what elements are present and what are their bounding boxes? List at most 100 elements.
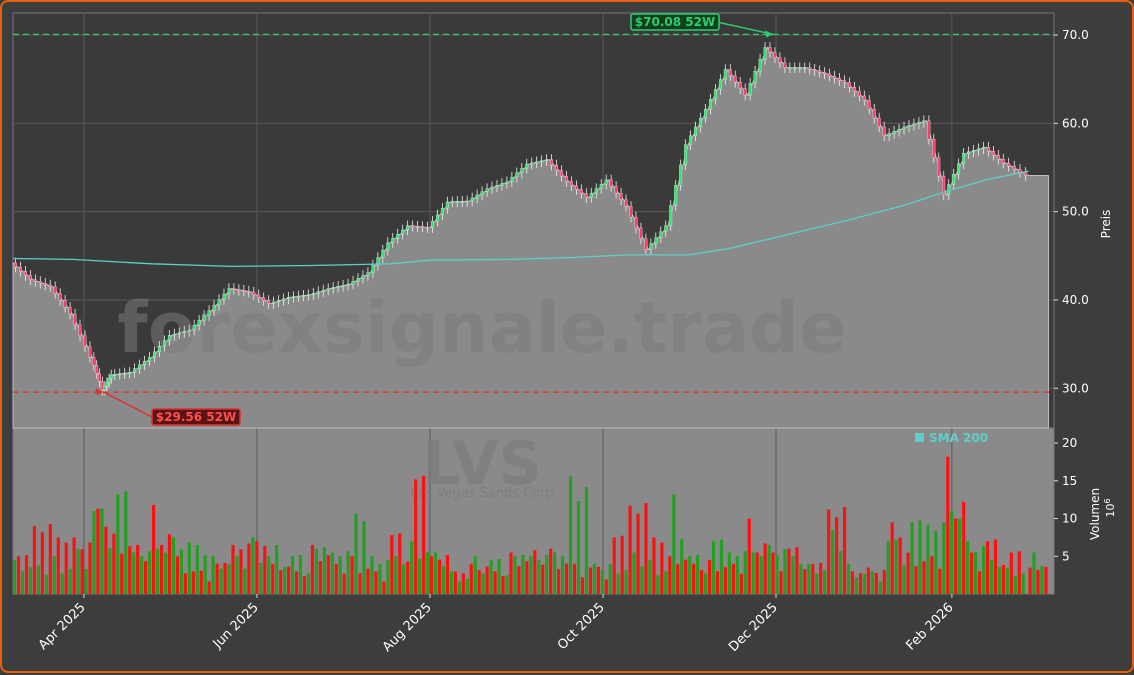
candle-up <box>594 188 598 194</box>
price-tick-label: 50.0 <box>1062 205 1089 219</box>
candle-up <box>381 249 385 258</box>
volume-bar-down <box>771 552 775 594</box>
volume-bar-down <box>263 545 267 594</box>
candle-down <box>33 279 37 282</box>
volume-bar-up <box>815 573 819 594</box>
volume-bar-down <box>437 559 442 594</box>
volume-bar-up <box>775 555 779 594</box>
candle-down <box>857 91 861 97</box>
candle-down <box>644 238 648 250</box>
candle-up <box>505 181 509 184</box>
candle-down <box>584 193 588 198</box>
volume-tick-label: 15 <box>1062 474 1077 488</box>
volume-bar-up <box>688 556 692 594</box>
volume-bar-down <box>493 571 497 594</box>
volume-bar-up <box>648 560 652 594</box>
volume-bar-down <box>739 573 743 594</box>
candle-up <box>664 225 668 232</box>
candle-up <box>902 126 906 130</box>
volume-bar-down <box>88 542 92 594</box>
volume-bar-down <box>1044 566 1048 594</box>
volume-bar-up <box>989 560 994 594</box>
low-annotation-arrow <box>103 391 153 418</box>
volume-bar-up <box>910 522 914 594</box>
volume-bar-down <box>954 518 958 594</box>
candle-down <box>991 151 995 156</box>
volume-bar-up <box>330 552 334 594</box>
candle-down <box>634 217 638 229</box>
volume-bar-down <box>40 532 44 594</box>
candle-up <box>972 150 975 152</box>
volume-bar-up <box>1021 573 1025 594</box>
candle-up <box>803 67 807 70</box>
volume-bar-down <box>294 571 299 594</box>
candle-up <box>694 126 697 136</box>
candle-up <box>386 242 390 251</box>
volume-bar-up <box>950 511 954 594</box>
volume-bar-up <box>433 552 438 594</box>
volume-bar-down <box>541 564 545 594</box>
candle-up <box>540 160 544 163</box>
candle-up <box>351 281 355 285</box>
candle-up <box>331 287 335 289</box>
candle-up <box>212 304 216 311</box>
volume-bar-down <box>461 573 465 594</box>
candle-up <box>708 99 712 110</box>
candle-down <box>560 170 563 177</box>
volume-bar-up <box>140 556 144 594</box>
candle-down <box>937 157 941 177</box>
candle-down <box>100 381 104 391</box>
candle-down <box>14 262 17 268</box>
candle-up <box>107 378 111 383</box>
candle-up <box>296 295 300 298</box>
volume-bar-up <box>132 552 136 594</box>
candle-down <box>609 179 613 187</box>
volume-bar-up <box>735 556 739 594</box>
candle-down <box>877 117 881 128</box>
volume-bar-down <box>223 562 227 594</box>
candle-up <box>391 238 395 243</box>
volume-bars <box>13 456 1048 594</box>
candle-up <box>133 368 137 373</box>
volume-bar-up <box>703 573 708 594</box>
volume-tick-label: 20 <box>1062 436 1077 450</box>
volume-bar-down <box>231 544 235 594</box>
volume-bar-down <box>723 567 728 594</box>
volume-bar-down <box>1028 567 1032 594</box>
date-tick-label: Feb 2026 <box>904 600 957 653</box>
volume-bar-down <box>32 526 37 594</box>
candle-down <box>1012 166 1016 170</box>
candle-down <box>733 75 737 83</box>
low-annotation-box <box>151 408 241 426</box>
candle-up <box>530 162 534 165</box>
candle-up <box>321 289 325 292</box>
candle-up <box>758 59 762 72</box>
candle-down <box>83 335 87 347</box>
candle-down <box>426 226 429 229</box>
candle-down <box>416 226 420 228</box>
candle-up <box>723 69 727 80</box>
candle-up <box>356 278 360 282</box>
candle-down <box>43 283 47 286</box>
high-annotation-label: $70.08 52W <box>635 15 715 29</box>
candle-up <box>138 364 142 369</box>
candle-down <box>773 52 777 58</box>
candle-down <box>267 300 271 304</box>
volume-bar-up <box>751 552 755 594</box>
volume-bar-down <box>588 567 592 594</box>
volume-bar-down <box>453 571 457 594</box>
volume-bar-up <box>608 563 612 594</box>
candle-up <box>525 163 529 169</box>
candle-down <box>237 289 241 291</box>
volume-bar-down <box>279 570 283 594</box>
candle-down <box>882 126 886 136</box>
volume-bar-up <box>831 529 835 594</box>
high-annotation-arrow <box>716 21 774 36</box>
candle-down <box>932 139 936 158</box>
candle-down <box>247 290 251 293</box>
volume-bar-up <box>902 564 906 594</box>
volume-bar-up <box>100 508 104 594</box>
candle-down <box>619 192 623 200</box>
volume-bar-down <box>16 556 21 594</box>
volume-bar-down <box>938 568 942 594</box>
